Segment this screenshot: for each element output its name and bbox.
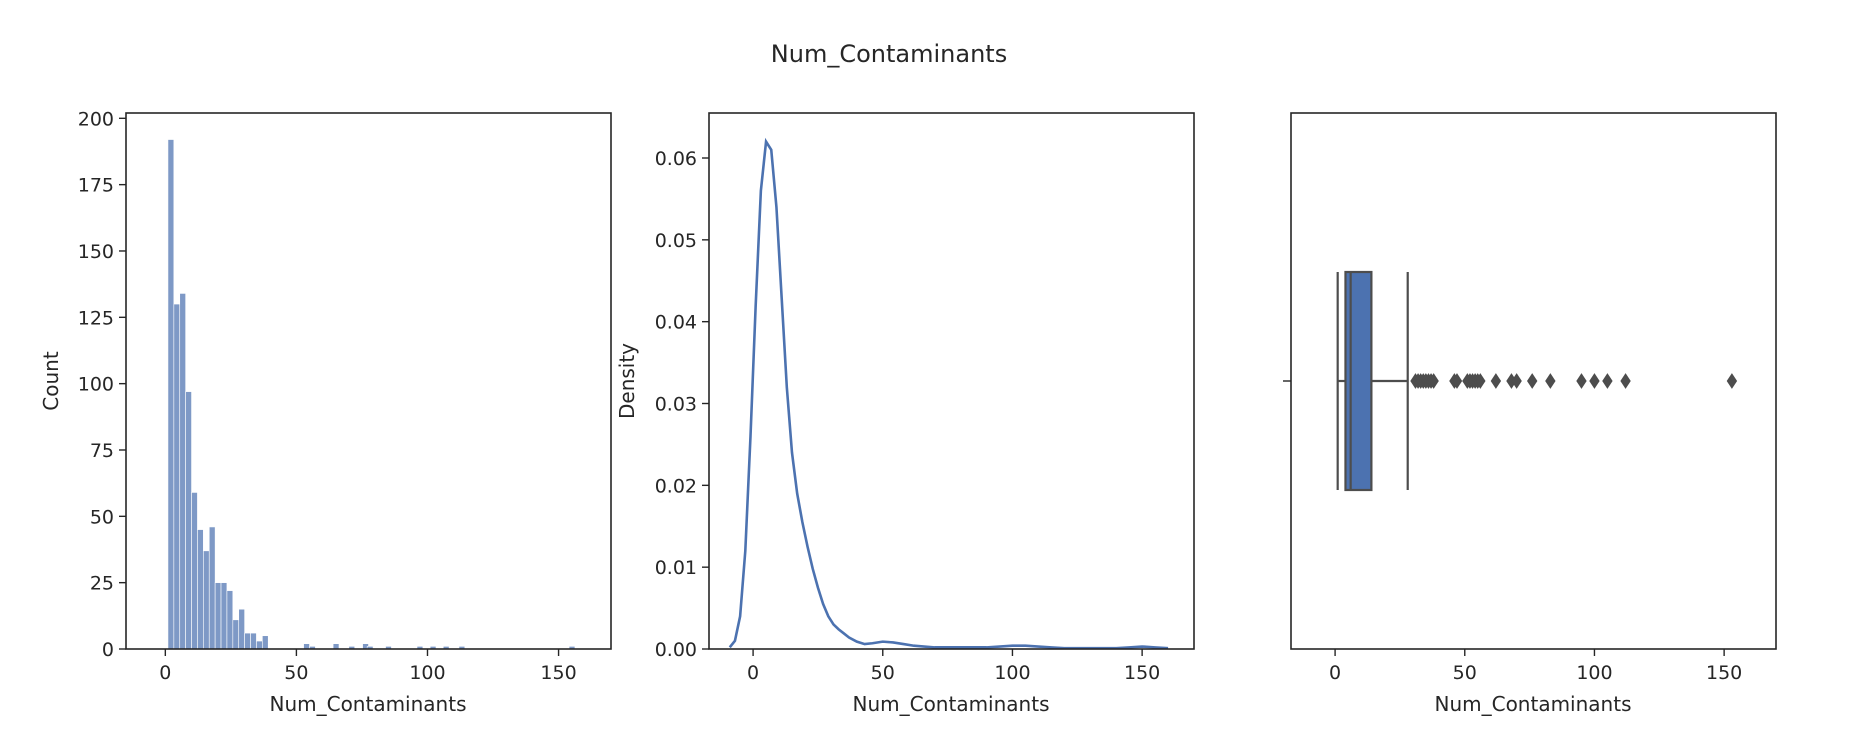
histogram-bar (167, 139, 175, 650)
y-tick-label: 0.05 (655, 230, 697, 252)
boxplot-outlier (1620, 373, 1631, 389)
kde-x-axis-label: Num_Contaminants (852, 692, 1049, 716)
histogram-bars (167, 139, 576, 650)
boxplot-outlier (1511, 373, 1522, 389)
kde-frame (708, 112, 1195, 650)
boxplot-x-axis-label: Num_Contaminants (1434, 692, 1631, 716)
histogram-bar (191, 492, 198, 650)
boxplot-outlier (1726, 373, 1738, 389)
y-tick-label: 200 (78, 108, 114, 130)
x-tick-label: 0 (1329, 662, 1341, 684)
histogram-panel: 0 50 100 150 0 25 50 75 100 125 150 175 200 Num_Con… (39, 108, 612, 716)
histogram-y-axis-label: Count (39, 351, 63, 411)
y-tick-label: 125 (78, 307, 114, 329)
histogram-bar (197, 529, 204, 650)
histogram-x-ticks: 0 50 100 150 (159, 649, 577, 684)
y-tick-label: 25 (90, 573, 114, 595)
kde-curve (728, 137, 1169, 650)
boxplot-outlier (1475, 373, 1486, 389)
x-tick-label: 50 (871, 662, 895, 684)
histogram-bar (250, 632, 257, 650)
x-tick-label: 50 (284, 662, 308, 684)
y-tick-label: 0.03 (655, 394, 697, 416)
y-tick-label: 0.06 (655, 148, 697, 170)
histogram-frame (125, 112, 612, 650)
y-tick-label: 0.04 (655, 312, 697, 334)
x-tick-label: 50 (1453, 662, 1477, 684)
histogram-bar (238, 608, 245, 650)
boxplot-panel: 0 50 100 150 Num_Contaminants (1283, 112, 1777, 716)
boxplot-x-ticks: 0 50 100 150 (1329, 649, 1742, 684)
x-tick-label: 0 (159, 662, 171, 684)
kde-y-ticks: 0.00 0.01 0.02 0.03 0.04 0.05 0.06 (655, 148, 709, 661)
y-tick-label: 100 (78, 374, 114, 396)
histogram-bar (185, 391, 192, 650)
boxplot-marks (1336, 270, 1738, 492)
y-tick-label: 75 (90, 440, 114, 462)
kde-panel: 0 50 100 150 0.00 0.01 0.02 0.03 0.04 0.05 0.06 N… (615, 112, 1195, 716)
boxplot-outlier (1428, 373, 1439, 389)
x-tick-label: 150 (1706, 662, 1742, 684)
boxplot-outlier (1490, 373, 1502, 389)
boxplot-outlier (1602, 373, 1613, 389)
y-tick-label: 0.01 (655, 557, 697, 579)
y-tick-label: 175 (78, 175, 114, 197)
histogram-bar (208, 526, 216, 650)
boxplot-box (1344, 270, 1373, 492)
x-tick-label: 0 (747, 662, 759, 684)
histogram-bar (214, 582, 222, 650)
y-tick-label: 0 (102, 639, 114, 661)
kde-y-axis-label: Density (615, 343, 639, 419)
boxplot-outlier (1451, 373, 1463, 389)
histogram-bar (220, 582, 228, 650)
histogram-x-axis-label: Num_Contaminants (269, 692, 466, 716)
x-tick-label: 150 (540, 662, 576, 684)
figure-title: Num_Contaminants (771, 40, 1007, 68)
histogram-bar (232, 619, 240, 650)
boxplot-outlier (1589, 373, 1600, 389)
y-tick-label: 0.02 (655, 475, 697, 497)
y-tick-label: 50 (90, 506, 114, 528)
x-tick-label: 100 (409, 662, 445, 684)
y-tick-label: 150 (78, 241, 114, 263)
y-tick-label: 0.00 (655, 639, 697, 661)
x-tick-label: 100 (994, 662, 1030, 684)
boxplot-outlier (1527, 373, 1538, 389)
boxplot-outlier (1576, 373, 1587, 389)
kde-x-ticks: 0 50 100 150 (747, 649, 1160, 684)
histogram-bar (262, 635, 269, 650)
x-tick-label: 150 (1124, 662, 1160, 684)
boxplot-outlier (1545, 373, 1556, 389)
histogram-bar (226, 590, 234, 650)
histogram-bar (173, 303, 181, 650)
x-tick-label: 100 (1576, 662, 1612, 684)
histogram-bar (179, 293, 186, 650)
histogram-bar (244, 632, 251, 650)
histogram-bar (203, 550, 210, 650)
histogram-bar (256, 640, 263, 650)
histogram-y-ticks: 0 25 50 75 100 125 150 175 200 (78, 108, 126, 661)
